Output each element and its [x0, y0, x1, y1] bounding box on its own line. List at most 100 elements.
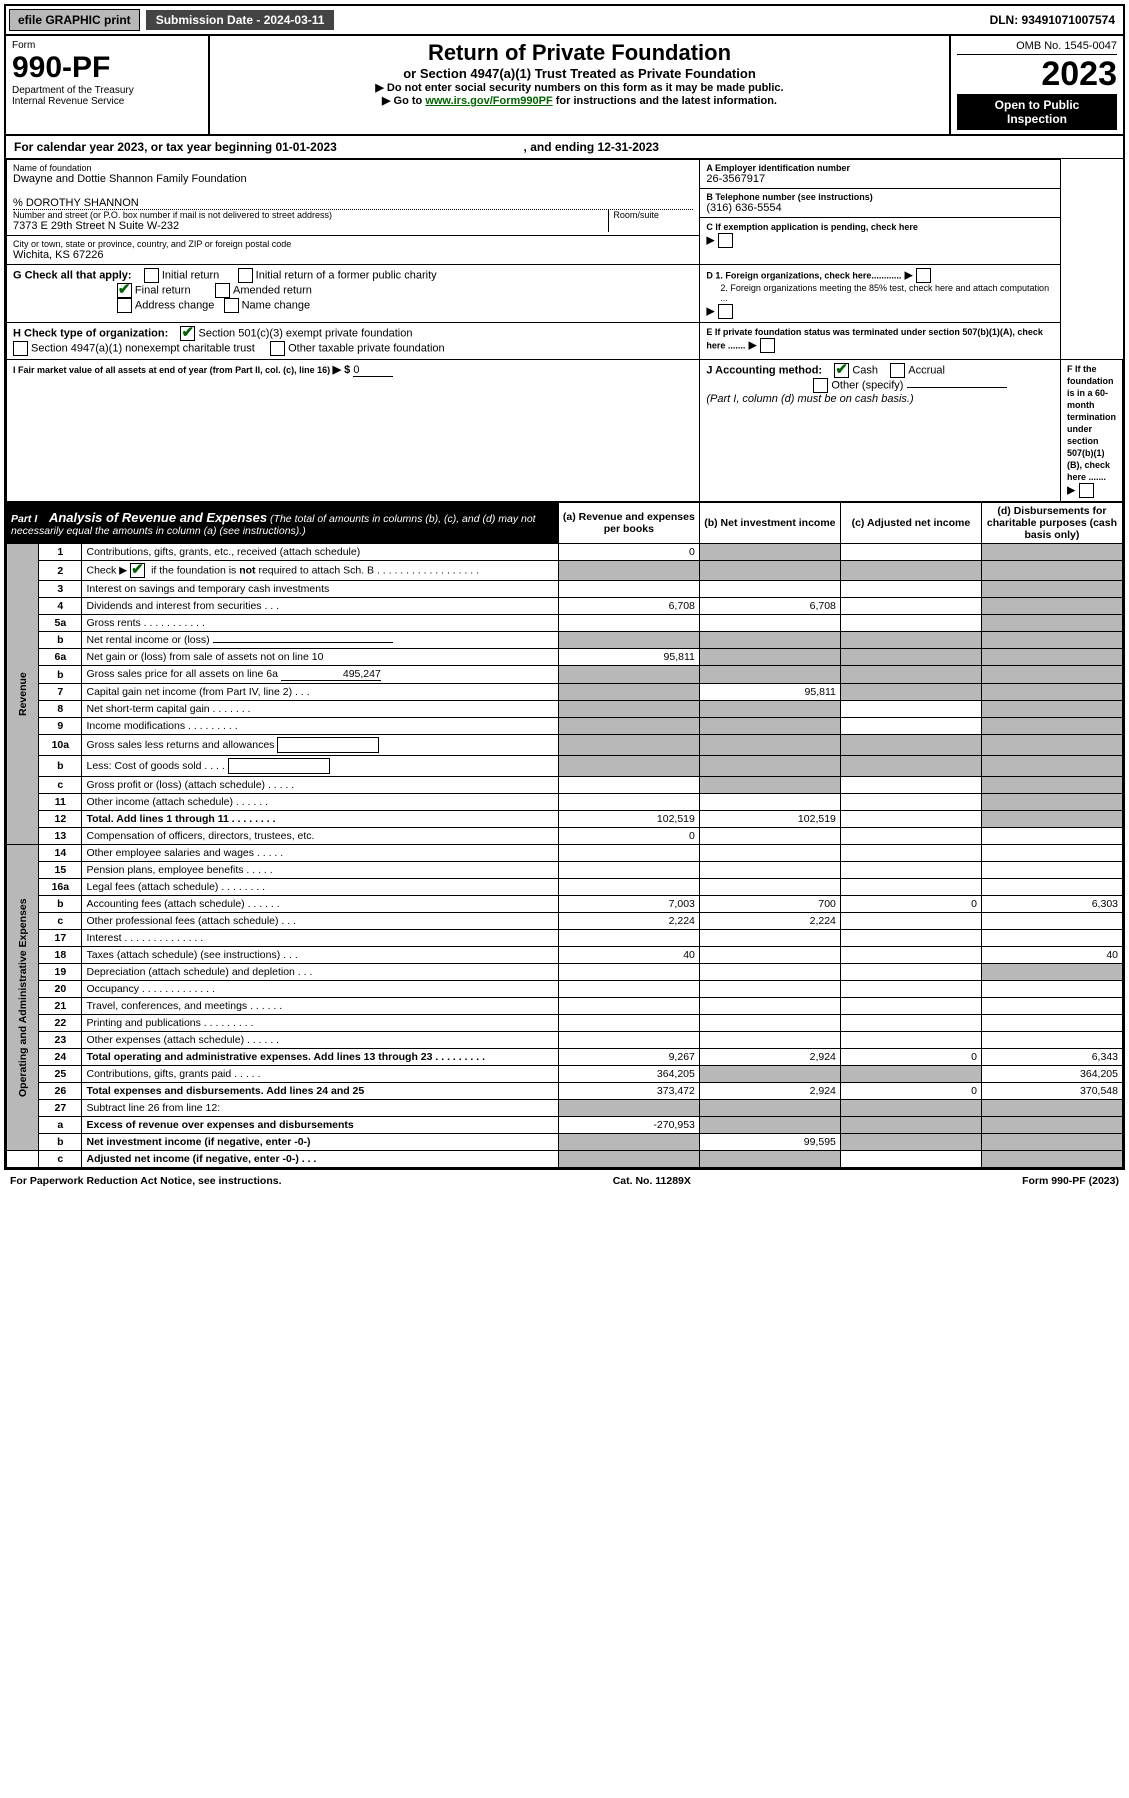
open-public-1: Open to Public — [957, 98, 1117, 112]
line-9: Income modifications . . . . . . . . . — [82, 718, 558, 735]
line-16a: Legal fees (attach schedule) . . . . . .… — [82, 879, 558, 896]
f-label: F If the foundation is in a 60-month ter… — [1067, 364, 1116, 482]
foundation-name: Dwayne and Dottie Shannon Family Foundat… — [13, 173, 693, 185]
line-4: Dividends and interest from securities .… — [82, 598, 558, 615]
cal-begin: 01-01-2023 — [275, 140, 336, 154]
part1-title: Analysis of Revenue and Expenses — [49, 510, 267, 525]
j-cash-check[interactable] — [834, 363, 849, 378]
ein-value: 26-3567917 — [706, 173, 1054, 185]
phone-label: B Telephone number (see instructions) — [706, 192, 1054, 202]
d1-check[interactable] — [916, 268, 931, 283]
e-check[interactable] — [760, 338, 775, 353]
line-16b: Accounting fees (attach schedule) . . . … — [82, 896, 558, 913]
line-13: Compensation of officers, directors, tru… — [82, 828, 558, 845]
line-2-check[interactable] — [130, 563, 145, 578]
line-14: Other employee salaries and wages . . . … — [82, 845, 558, 862]
line-7: Capital gain net income (from Part IV, l… — [82, 684, 558, 701]
f-check[interactable] — [1079, 483, 1094, 498]
note-goto-post: for instructions and the latest informat… — [553, 95, 777, 107]
open-public-2: Inspection — [957, 112, 1117, 126]
col-c-header: (c) Adjusted net income — [840, 503, 981, 544]
g-final: Final return — [135, 284, 191, 296]
g-initial-former: Initial return of a former public charit… — [256, 269, 437, 281]
irs-label: Internal Revenue Service — [12, 96, 202, 107]
form-subtitle: or Section 4947(a)(1) Trust Treated as P… — [216, 66, 943, 81]
form-title: Return of Private Foundation — [216, 40, 943, 66]
col-d-header: (d) Disbursements for charitable purpose… — [981, 503, 1122, 544]
col-a-header: (a) Revenue and expenses per books — [558, 503, 699, 544]
line-15: Pension plans, employee benefits . . . .… — [82, 862, 558, 879]
footer-right: Form 990-PF (2023) — [1022, 1175, 1119, 1187]
footer-mid: Cat. No. 11289X — [613, 1175, 691, 1187]
submission-date: Submission Date - 2024-03-11 — [146, 10, 335, 30]
val-16bb: 700 — [699, 896, 840, 913]
g-initial: Initial return — [162, 269, 219, 281]
val-1a: 0 — [558, 544, 699, 561]
val-27bb: 99,595 — [699, 1134, 840, 1151]
val-16cb: 2,224 — [699, 913, 840, 930]
j-accrual-check[interactable] — [890, 363, 905, 378]
g-label: G Check all that apply: — [13, 269, 132, 281]
line-12: Total. Add lines 1 through 11 . . . . . … — [82, 811, 558, 828]
val-26b: 2,924 — [699, 1083, 840, 1100]
h-501-check[interactable] — [180, 326, 195, 341]
g-amended-check[interactable] — [215, 283, 230, 298]
line-18: Taxes (attach schedule) (see instruction… — [82, 947, 558, 964]
j-note: (Part I, column (d) must be on cash basi… — [706, 393, 913, 405]
d1-label: D 1. Foreign organizations, check here..… — [706, 270, 901, 280]
line-27a: Excess of revenue over expenses and disb… — [82, 1117, 558, 1134]
efile-print-button[interactable]: efile GRAPHIC print — [9, 9, 140, 31]
line-20: Occupancy . . . . . . . . . . . . . — [82, 981, 558, 998]
part1-label: Part I — [11, 513, 37, 525]
d2-check[interactable] — [718, 304, 733, 319]
g-initial-former-check[interactable] — [238, 268, 253, 283]
c-label: C If exemption application is pending, c… — [706, 222, 918, 232]
h-501: Section 501(c)(3) exempt private foundat… — [198, 327, 412, 339]
val-27aa: -270,953 — [558, 1117, 699, 1134]
dln-number: DLN: 93491071007574 — [982, 10, 1123, 30]
i-sym: ▶ $ — [333, 364, 351, 376]
g-addr-check[interactable] — [117, 298, 132, 313]
h-other-check[interactable] — [270, 341, 285, 356]
val-24a: 9,267 — [558, 1049, 699, 1066]
h-label: H Check type of organization: — [13, 327, 168, 339]
col-b-header: (b) Net investment income — [699, 503, 840, 544]
cal-end: 12-31-2023 — [598, 140, 659, 154]
ein-label: A Employer identification number — [706, 163, 1054, 173]
val-26a: 373,472 — [558, 1083, 699, 1100]
city-label: City or town, state or province, country… — [13, 239, 693, 249]
name-label: Name of foundation — [13, 163, 693, 173]
line-23: Other expenses (attach schedule) . . . .… — [82, 1032, 558, 1049]
h-other: Other taxable private foundation — [288, 342, 445, 354]
line-5a: Gross rents . . . . . . . . . . . — [82, 615, 558, 632]
val-24b: 2,924 — [699, 1049, 840, 1066]
line-2-pre: Check ▶ — [86, 564, 130, 576]
val-16ca: 2,224 — [558, 913, 699, 930]
h-4947-check[interactable] — [13, 341, 28, 356]
g-initial-check[interactable] — [144, 268, 159, 283]
line-6a: Net gain or (loss) from sale of assets n… — [82, 649, 558, 666]
tax-year: 2023 — [957, 55, 1117, 94]
val-18d: 40 — [981, 947, 1122, 964]
dept-treasury: Department of the Treasury — [12, 85, 202, 96]
val-4b: 6,708 — [699, 598, 840, 615]
val-25a: 364,205 — [558, 1066, 699, 1083]
val-16bd: 6,303 — [981, 896, 1122, 913]
j-other: Other (specify) — [831, 379, 903, 391]
room-label: Room/suite — [613, 210, 693, 220]
line-6b-pre: Gross sales price for all assets on line… — [86, 668, 277, 680]
g-name-check[interactable] — [224, 298, 239, 313]
line-3: Interest on savings and temporary cash i… — [82, 581, 558, 598]
c-checkbox[interactable] — [718, 233, 733, 248]
form-instructions-link[interactable]: www.irs.gov/Form990PF — [425, 95, 552, 107]
j-other-check[interactable] — [813, 378, 828, 393]
g-addr: Address change — [135, 299, 215, 311]
line-11: Other income (attach schedule) . . . . .… — [82, 794, 558, 811]
val-16bc: 0 — [840, 896, 981, 913]
val-13a: 0 — [558, 828, 699, 845]
line-2-post: if the foundation is not required to att… — [148, 564, 479, 576]
g-final-check[interactable] — [117, 283, 132, 298]
val-16ba: 7,003 — [558, 896, 699, 913]
val-25d: 364,205 — [981, 1066, 1122, 1083]
val-24d: 6,343 — [981, 1049, 1122, 1066]
